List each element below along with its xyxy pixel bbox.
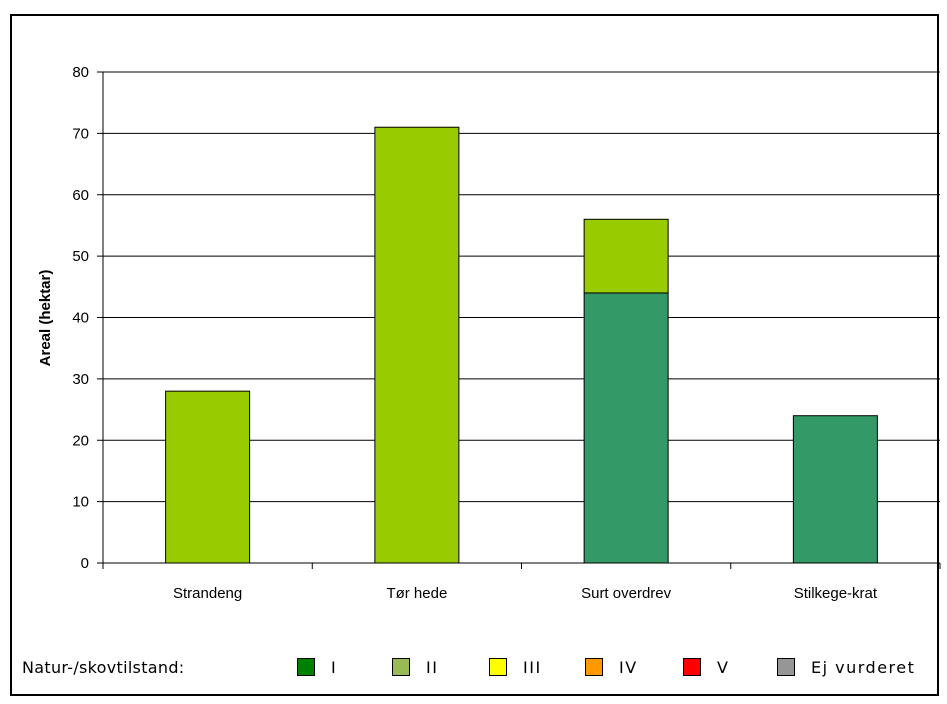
legend-swatch [297, 658, 315, 676]
y-tick-label: 10 [72, 494, 89, 511]
chart-frame [10, 14, 939, 696]
bar-segment [583, 218, 669, 294]
legend-label: I [331, 658, 338, 677]
y-tick-label: 0 [81, 555, 89, 572]
legend-label: II [426, 658, 439, 677]
y-axis-label: Areal (hektar) [37, 270, 54, 367]
x-tick-labels: Strandeng Tør hede Surt overdrev Stilkege-k… [173, 585, 878, 602]
axes [97, 71, 941, 569]
y-tick-label: 40 [72, 310, 89, 327]
legend-label: IV [619, 658, 638, 677]
y-tick-label: 30 [72, 371, 89, 388]
y-tick-label: 80 [72, 64, 89, 81]
y-tick-label: 50 [72, 248, 89, 265]
bar-segment [583, 292, 669, 564]
x-tick-label: Tør hede [386, 585, 447, 602]
bar-segment [165, 390, 251, 564]
legend-label: V [717, 658, 730, 677]
bars [165, 126, 878, 564]
legend-swatch [683, 658, 701, 676]
y-tick-labels: 0 10 20 30 40 50 60 70 80 [72, 64, 89, 572]
x-tick-label: Surt overdrev [581, 585, 672, 602]
y-tick-label: 70 [72, 125, 89, 142]
bar-segment [374, 126, 460, 564]
legend-label: Ej vurderet [811, 658, 916, 677]
legend-title: Natur-/skovtilstand: [22, 658, 185, 677]
legend-swatch [489, 658, 507, 676]
x-tick-label: Stilkege-krat [794, 585, 878, 602]
legend-label: III [523, 658, 542, 677]
y-tick-label: 20 [72, 432, 89, 449]
y-tick-label: 60 [72, 187, 89, 204]
bar-segment [792, 415, 878, 564]
legend-swatch [777, 658, 795, 676]
legend-swatch [392, 658, 410, 676]
x-tick-label: Strandeng [173, 585, 242, 602]
legend-swatch [585, 658, 603, 676]
legend: Natur-/skovtilstand: I II III IV V Ej vurdere… [22, 656, 942, 684]
